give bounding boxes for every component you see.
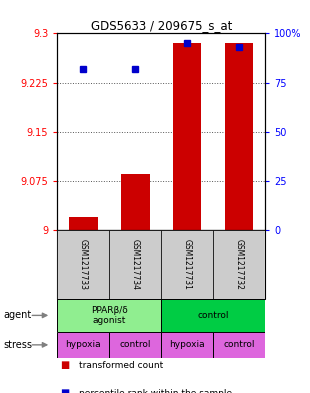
FancyBboxPatch shape [161, 230, 213, 299]
FancyBboxPatch shape [109, 332, 161, 358]
Bar [69, 217, 98, 230]
Bar [173, 43, 202, 230]
FancyBboxPatch shape [213, 230, 265, 299]
Text: transformed count: transformed count [79, 361, 163, 370]
Text: stress: stress [3, 340, 32, 350]
Text: GSM1217734: GSM1217734 [131, 239, 140, 290]
Text: PPARβ/δ
agonist: PPARβ/δ agonist [91, 306, 128, 325]
FancyBboxPatch shape [57, 299, 161, 332]
Text: GSM1217731: GSM1217731 [183, 239, 192, 290]
Bar [121, 174, 149, 230]
Title: GDS5633 / 209675_s_at: GDS5633 / 209675_s_at [91, 19, 232, 32]
Text: control: control [223, 340, 255, 349]
FancyBboxPatch shape [161, 299, 265, 332]
Text: ■: ■ [60, 388, 70, 393]
Text: GSM1217732: GSM1217732 [235, 239, 244, 290]
Text: ■: ■ [60, 360, 70, 371]
Text: control: control [197, 311, 229, 320]
Text: hypoxia: hypoxia [65, 340, 101, 349]
Text: percentile rank within the sample: percentile rank within the sample [79, 389, 232, 393]
FancyBboxPatch shape [109, 230, 161, 299]
Text: agent: agent [3, 310, 31, 320]
FancyBboxPatch shape [57, 332, 109, 358]
Bar [225, 43, 253, 230]
Text: GSM1217733: GSM1217733 [79, 239, 88, 290]
Text: hypoxia: hypoxia [169, 340, 205, 349]
FancyBboxPatch shape [161, 332, 213, 358]
Text: control: control [119, 340, 151, 349]
FancyBboxPatch shape [57, 230, 109, 299]
FancyBboxPatch shape [213, 332, 265, 358]
